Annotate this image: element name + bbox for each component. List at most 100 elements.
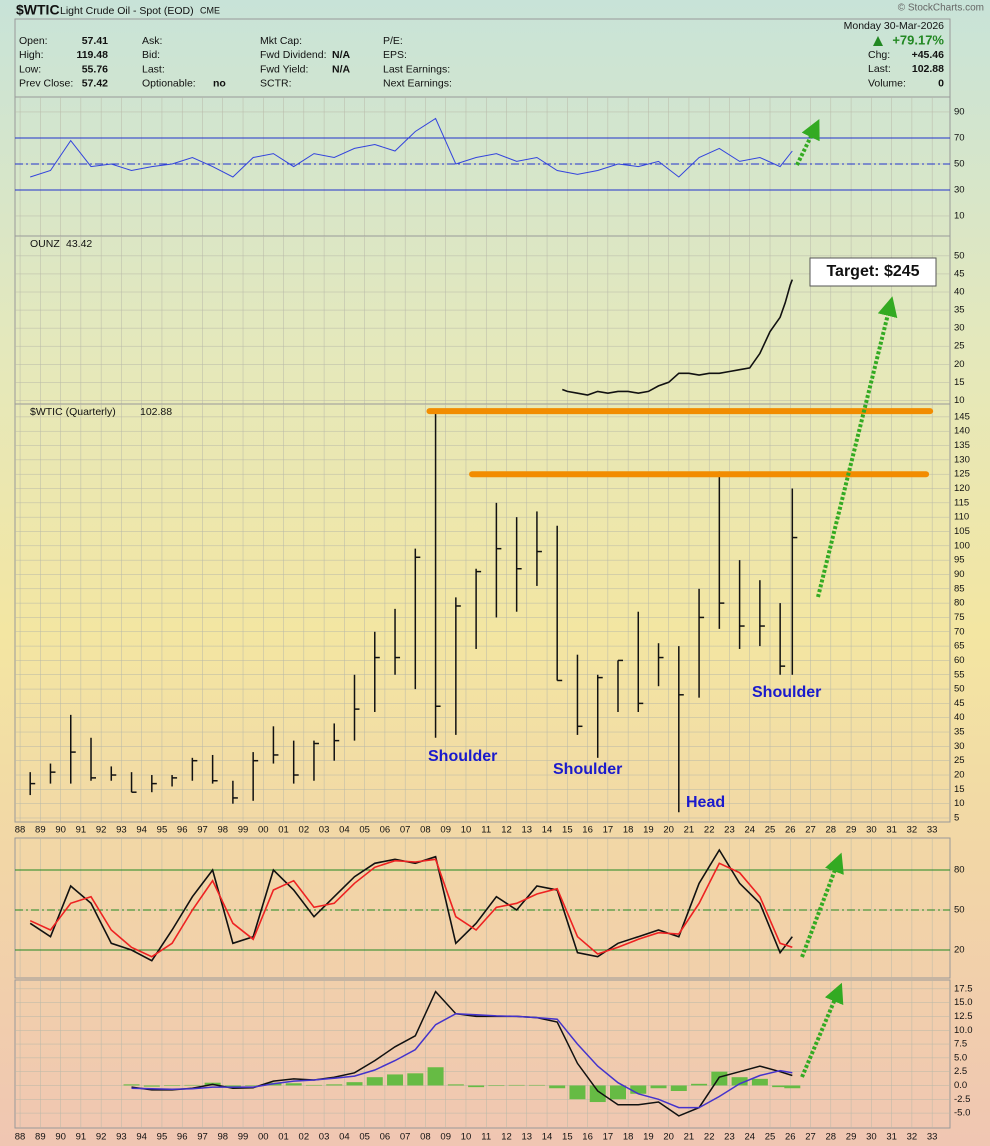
histogram-bar: [630, 1085, 647, 1094]
histogram-bar: [650, 1085, 667, 1089]
x-tick-label: 31: [886, 825, 897, 836]
x-tick-label: 94: [136, 825, 147, 836]
x-tick-label: 92: [96, 1132, 107, 1143]
exchange: CME: [200, 5, 220, 15]
x-tick-label: 89: [35, 825, 46, 836]
x-tick-label: 18: [623, 1132, 634, 1143]
y-tick-label: 12.5: [954, 1011, 973, 1022]
x-tick-label: 10: [461, 825, 472, 836]
x-tick-label: 32: [907, 825, 918, 836]
panel-last: 102.88: [140, 406, 172, 418]
x-tick-label: 22: [704, 825, 715, 836]
y-tick-label: 25: [954, 341, 965, 352]
x-tick-label: 98: [217, 1132, 228, 1143]
y-tick-label: 85: [954, 583, 965, 594]
histogram-bar: [407, 1073, 424, 1086]
field-value: 57.42: [82, 78, 108, 90]
y-tick-label: 50: [954, 250, 965, 261]
x-tick-label: 06: [380, 825, 391, 836]
x-tick-label: 92: [96, 825, 107, 836]
y-tick-label: 75: [954, 612, 965, 623]
x-tick-label: 98: [217, 825, 228, 836]
field-label: Open:: [19, 35, 48, 47]
y-tick-label: 125: [954, 469, 970, 480]
field-label: Mkt Cap:: [260, 35, 302, 47]
panel-frame: [14, 403, 951, 823]
change-pct: +79.17%: [892, 32, 944, 47]
y-tick-label: 20: [954, 359, 965, 370]
field-label: Last Earnings:: [383, 63, 450, 75]
histogram-bar: [245, 1085, 262, 1087]
x-tick-label: 19: [643, 1132, 654, 1143]
x-tick-label: 08: [420, 825, 431, 836]
histogram-bar: [711, 1071, 728, 1086]
histogram-bar: [528, 1084, 545, 1086]
x-tick-label: 28: [826, 1132, 837, 1143]
y-tick-label: 135: [954, 440, 970, 451]
field-label: Low:: [19, 63, 41, 75]
x-tick-label: 96: [177, 1132, 188, 1143]
histogram-bar: [387, 1074, 404, 1086]
y-tick-label: 70: [954, 626, 965, 637]
y-tick-label: 35: [954, 727, 965, 738]
x-tick-label: 21: [684, 825, 695, 836]
y-tick-label: 105: [954, 526, 970, 537]
x-tick-label: 27: [805, 825, 816, 836]
y-tick-label: 70: [954, 132, 965, 143]
x-tick-label: 24: [744, 1132, 755, 1143]
histogram-bar: [366, 1077, 383, 1086]
histogram-bar: [488, 1085, 505, 1087]
y-tick-label: 90: [954, 106, 965, 117]
y-tick-label: 140: [954, 426, 970, 437]
series-line: [29, 858, 793, 958]
histogram-bar: [427, 1067, 444, 1086]
y-tick-label: 80: [954, 598, 965, 609]
x-tick-label: 25: [765, 1132, 776, 1143]
y-tick-label: 50: [954, 158, 965, 169]
x-tick-label: 95: [157, 825, 168, 836]
x-tick-label: 21: [684, 1132, 695, 1143]
x-tick-label: 05: [359, 1132, 370, 1143]
x-tick-label: 32: [907, 1132, 918, 1143]
y-tick-label: 60: [954, 655, 965, 666]
x-tick-label: 97: [197, 1132, 208, 1143]
x-tick-label: 01: [278, 825, 289, 836]
y-tick-label: -5.0: [954, 1108, 970, 1119]
panel-frame: [14, 837, 951, 979]
field-label: Fwd Yield:: [260, 63, 308, 75]
x-tick-label: 19: [643, 825, 654, 836]
x-tick-label: 04: [339, 825, 350, 836]
y-tick-label: 15: [954, 784, 965, 795]
x-tick-label: 25: [765, 825, 776, 836]
target-label: Target: $245: [826, 263, 919, 280]
x-tick-label: 91: [76, 1132, 87, 1143]
x-tick-label: 30: [866, 825, 877, 836]
x-tick-label: 24: [744, 825, 755, 836]
x-tick-label: 02: [299, 825, 310, 836]
field-label: Bid:: [142, 49, 160, 61]
y-tick-label: 45: [954, 268, 965, 279]
x-tick-label: 08: [420, 1132, 431, 1143]
y-tick-label: 80: [954, 865, 965, 876]
x-tick-label: 31: [886, 1132, 897, 1143]
x-tick-label: 89: [35, 1132, 46, 1143]
x-tick-label: 91: [76, 825, 87, 836]
x-tick-label: 03: [319, 825, 330, 836]
x-tick-label: 03: [319, 1132, 330, 1143]
panel-label: OUNZ: [30, 238, 60, 250]
y-tick-label: 10.0: [954, 1025, 973, 1036]
series-line: [562, 279, 794, 396]
histogram-bar: [305, 1084, 322, 1086]
y-tick-label: 20: [954, 945, 965, 956]
x-tick-label: 13: [521, 1132, 532, 1143]
pattern-label: Shoulder: [752, 684, 821, 701]
field-label: SCTR:: [260, 78, 292, 90]
field-label: Last:: [868, 63, 891, 75]
y-tick-label: 50: [954, 905, 965, 916]
field-label: P/E:: [383, 35, 403, 47]
watermark: © StockCharts.com: [898, 3, 984, 14]
x-tick-label: 11: [481, 825, 491, 836]
field-value: N/A: [332, 49, 351, 61]
y-tick-label: 40: [954, 287, 965, 298]
